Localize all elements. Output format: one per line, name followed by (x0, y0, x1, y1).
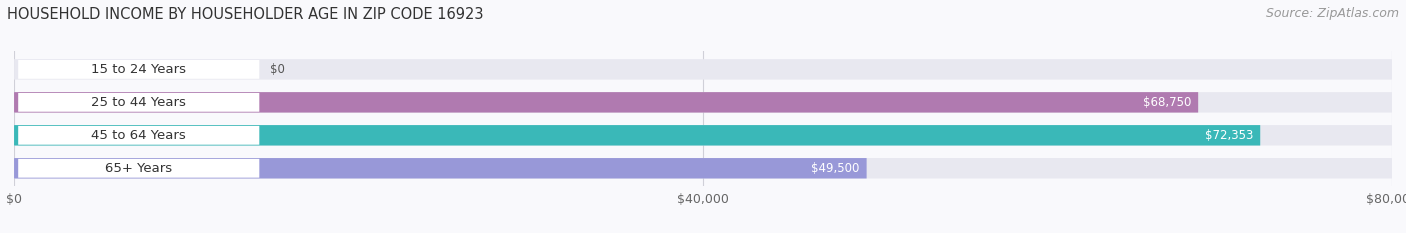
FancyBboxPatch shape (14, 92, 1392, 113)
Text: $72,353: $72,353 (1205, 129, 1253, 142)
Text: HOUSEHOLD INCOME BY HOUSEHOLDER AGE IN ZIP CODE 16923: HOUSEHOLD INCOME BY HOUSEHOLDER AGE IN Z… (7, 7, 484, 22)
Text: $0: $0 (270, 63, 285, 76)
Text: $68,750: $68,750 (1143, 96, 1191, 109)
FancyBboxPatch shape (18, 159, 259, 178)
FancyBboxPatch shape (18, 60, 259, 79)
Text: 45 to 64 Years: 45 to 64 Years (91, 129, 186, 142)
FancyBboxPatch shape (14, 158, 1392, 178)
FancyBboxPatch shape (14, 125, 1260, 146)
Text: 25 to 44 Years: 25 to 44 Years (91, 96, 186, 109)
FancyBboxPatch shape (18, 126, 259, 145)
Text: 15 to 24 Years: 15 to 24 Years (91, 63, 186, 76)
FancyBboxPatch shape (14, 92, 1198, 113)
FancyBboxPatch shape (14, 125, 1392, 146)
FancyBboxPatch shape (14, 59, 1392, 80)
Text: 65+ Years: 65+ Years (105, 162, 173, 175)
FancyBboxPatch shape (18, 93, 259, 112)
Text: $49,500: $49,500 (811, 162, 859, 175)
Text: Source: ZipAtlas.com: Source: ZipAtlas.com (1265, 7, 1399, 20)
FancyBboxPatch shape (14, 158, 866, 178)
